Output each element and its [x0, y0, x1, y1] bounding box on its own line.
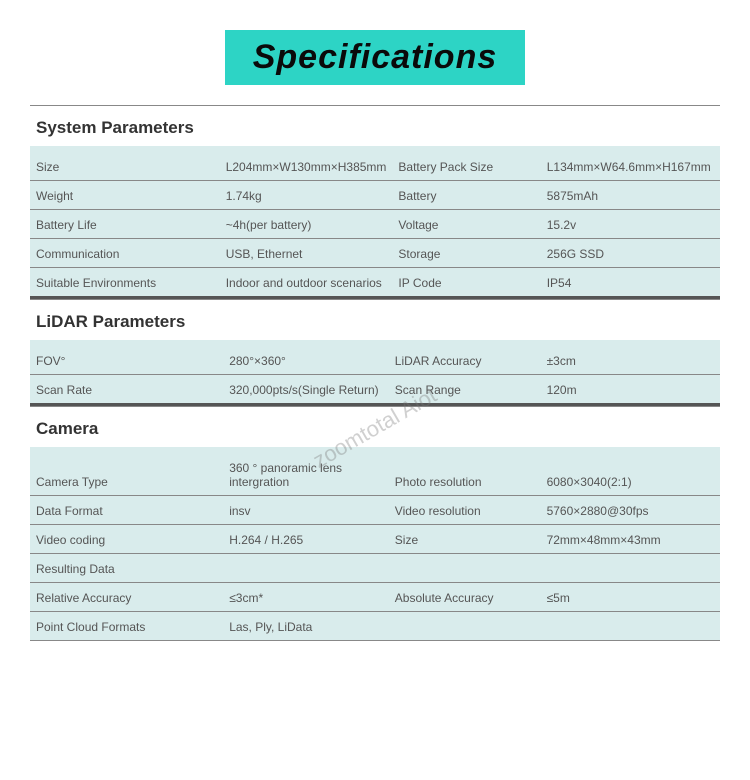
spec-value: 320,000pts/s(Single Return)	[223, 375, 389, 404]
spec-label: LiDAR Accuracy	[389, 340, 541, 375]
spec-value: 72mm×48mm×43mm	[541, 525, 720, 554]
spec-label: Storage	[392, 239, 540, 268]
spec-label: Photo resolution	[389, 447, 541, 496]
spec-value: 256G SSD	[541, 239, 720, 268]
spec-label: Battery Life	[30, 210, 220, 239]
spec-value: USB, Ethernet	[220, 239, 393, 268]
spec-label: Size	[30, 146, 220, 181]
section-header-system: System Parameters	[30, 105, 720, 146]
spec-value: 280°×360°	[223, 340, 389, 375]
spec-value: IP54	[541, 268, 720, 297]
spec-label: Suitable Environments	[30, 268, 220, 297]
spec-label: Voltage	[392, 210, 540, 239]
section-header-camera: Camera	[30, 406, 720, 447]
page-title: Specifications	[225, 30, 526, 85]
table-row: Suitable EnvironmentsIndoor and outdoor …	[30, 268, 720, 297]
table-row: Video codingH.264 / H.265Size72mm×48mm×4…	[30, 525, 720, 554]
spec-label: Data Format	[30, 496, 223, 525]
spec-label: Video resolution	[389, 496, 541, 525]
spec-label: Absolute Accuracy	[389, 583, 541, 612]
spec-value: 6080×3040(2:1)	[541, 447, 720, 496]
table-row: Scan Rate320,000pts/s(Single Return)Scan…	[30, 375, 720, 404]
spec-value: Las, Ply, LiData	[223, 612, 389, 641]
spec-value: 1.74kg	[220, 181, 393, 210]
table-row: FOV°280°×360°LiDAR Accuracy±3cm	[30, 340, 720, 375]
spec-value: ≤5m	[541, 583, 720, 612]
spec-value: H.264 / H.265	[223, 525, 389, 554]
spec-container: System Parameters SizeL204mm×W130mm×H385…	[0, 105, 750, 641]
spec-label	[389, 554, 541, 583]
spec-label: Relative Accuracy	[30, 583, 223, 612]
spec-label: Size	[389, 525, 541, 554]
table-row: CommunicationUSB, EthernetStorage256G SS…	[30, 239, 720, 268]
camera-parameters-table: Camera Type360 ° panoramic lens intergra…	[30, 447, 720, 641]
spec-value: 5760×2880@30fps	[541, 496, 720, 525]
spec-label: Battery	[392, 181, 540, 210]
table-row: Relative Accuracy≤3cm*Absolute Accuracy≤…	[30, 583, 720, 612]
spec-label: FOV°	[30, 340, 223, 375]
spec-value: insv	[223, 496, 389, 525]
system-parameters-table: SizeL204mm×W130mm×H385mmBattery Pack Siz…	[30, 146, 720, 297]
table-row: Camera Type360 ° panoramic lens intergra…	[30, 447, 720, 496]
spec-label: Camera Type	[30, 447, 223, 496]
spec-label	[389, 612, 541, 641]
spec-value: L204mm×W130mm×H385mm	[220, 146, 393, 181]
spec-label: Point Cloud Formats	[30, 612, 223, 641]
table-row: Point Cloud FormatsLas, Ply, LiData	[30, 612, 720, 641]
spec-value	[541, 554, 720, 583]
spec-label: Video coding	[30, 525, 223, 554]
spec-value: ±3cm	[541, 340, 720, 375]
table-row: Data FormatinsvVideo resolution5760×2880…	[30, 496, 720, 525]
lidar-parameters-table: FOV°280°×360°LiDAR Accuracy±3cm Scan Rat…	[30, 340, 720, 404]
spec-value: 5875mAh	[541, 181, 720, 210]
spec-value: Indoor and outdoor scenarios	[220, 268, 393, 297]
spec-label: IP Code	[392, 268, 540, 297]
spec-value	[541, 612, 720, 641]
spec-label: Communication	[30, 239, 220, 268]
spec-value: ≤3cm*	[223, 583, 389, 612]
spec-label: Weight	[30, 181, 220, 210]
spec-label: Scan Range	[389, 375, 541, 404]
table-row: SizeL204mm×W130mm×H385mmBattery Pack Siz…	[30, 146, 720, 181]
spec-label: Resulting Data	[30, 554, 223, 583]
spec-label: Scan Rate	[30, 375, 223, 404]
spec-label: Battery Pack Size	[392, 146, 540, 181]
table-row: Weight1.74kgBattery5875mAh	[30, 181, 720, 210]
spec-value: 15.2v	[541, 210, 720, 239]
table-row: Resulting Data	[30, 554, 720, 583]
spec-value: L134mm×W64.6mm×H167mm	[541, 146, 720, 181]
table-row: Battery Life~4h(per battery)Voltage15.2v	[30, 210, 720, 239]
spec-value	[223, 554, 389, 583]
spec-value: ~4h(per battery)	[220, 210, 393, 239]
section-header-lidar: LiDAR Parameters	[30, 299, 720, 340]
spec-value: 360 ° panoramic lens intergration	[223, 447, 389, 496]
spec-value: 120m	[541, 375, 720, 404]
